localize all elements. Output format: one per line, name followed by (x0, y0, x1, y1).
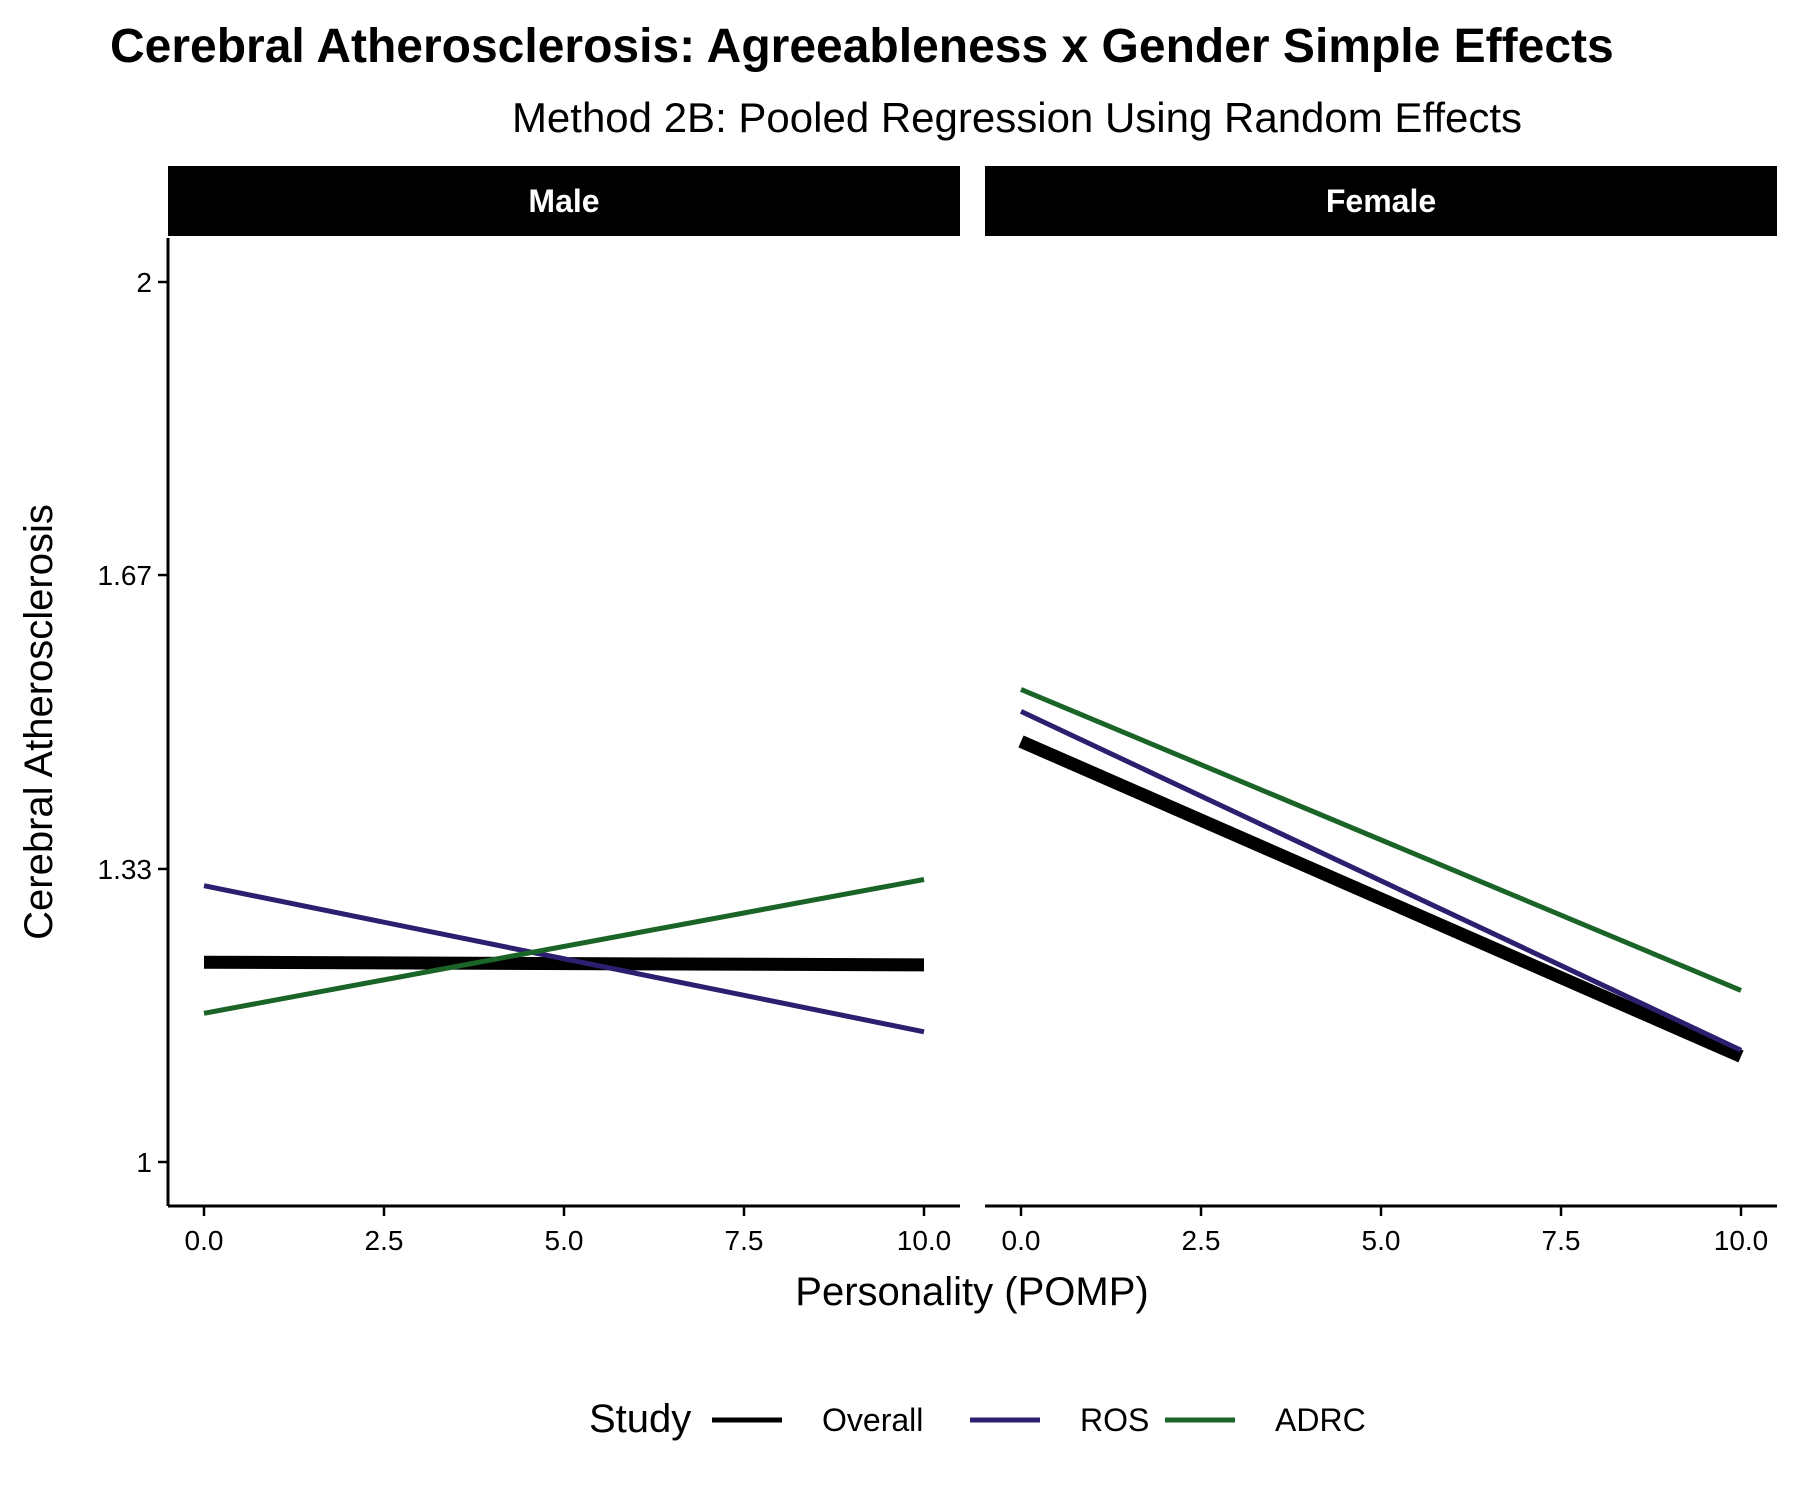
series-line-ros (1019, 709, 1743, 1053)
y-tick-label: 1.33 (98, 854, 153, 885)
chart-subtitle: Method 2B: Pooled Regression Using Rando… (512, 94, 1522, 141)
y-tick-label: 1 (136, 1147, 152, 1178)
legend-label-overall: Overall (822, 1402, 923, 1438)
x-tick-label: 10.0 (897, 1225, 952, 1256)
x-tick-label: 5.0 (1362, 1225, 1401, 1256)
series-line-adrc (203, 877, 925, 1016)
facet-label: Female (1326, 183, 1436, 219)
series-line-adrc (1020, 687, 1742, 993)
series-line-overall (203, 955, 925, 972)
series-line-overall (1018, 735, 1744, 1063)
facet-strip (168, 166, 960, 236)
x-tick-label: 7.5 (725, 1225, 764, 1256)
x-tick-label: 10.0 (1714, 1225, 1769, 1256)
legend-label-adrc: ADRC (1275, 1402, 1366, 1438)
x-tick-label: 2.5 (1182, 1225, 1221, 1256)
x-tick-label: 5.0 (545, 1225, 584, 1256)
legend-label-ros: ROS (1080, 1402, 1149, 1438)
facet-strip (985, 166, 1777, 236)
y-tick-label: 2 (136, 267, 152, 298)
x-tick-label: 0.0 (185, 1225, 224, 1256)
legend-title: Study (589, 1397, 691, 1441)
x-axis-title: Personality (POMP) (795, 1270, 1148, 1314)
facet-label: Male (528, 183, 599, 219)
y-tick-label: 1.67 (98, 560, 153, 591)
x-tick-label: 0.0 (1002, 1225, 1041, 1256)
chart-title: Cerebral Atherosclerosis: Agreeableness … (110, 20, 1614, 73)
series-line-ros (203, 883, 925, 1035)
y-axis-title: Cerebral Atherosclerosis (17, 504, 61, 940)
x-tick-label: 7.5 (1542, 1225, 1581, 1256)
x-tick-label: 2.5 (365, 1225, 404, 1256)
